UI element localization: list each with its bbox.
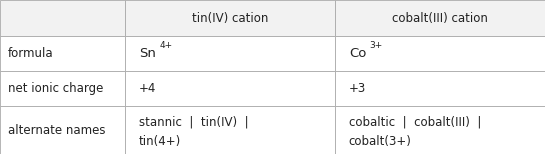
Bar bbox=[0, 36, 125, 71]
Text: 4+: 4+ bbox=[160, 41, 173, 50]
Text: +4: +4 bbox=[139, 82, 156, 95]
Text: 3+: 3+ bbox=[370, 41, 383, 50]
Text: Co: Co bbox=[349, 47, 366, 60]
Text: cobaltic  |  cobalt(III)  |
cobalt(3+): cobaltic | cobalt(III) | cobalt(3+) bbox=[349, 116, 481, 148]
Text: Sn: Sn bbox=[139, 47, 156, 60]
Bar bbox=[125, 36, 335, 71]
Bar bbox=[0, 0, 125, 36]
Bar bbox=[335, 0, 545, 36]
Bar bbox=[335, 71, 545, 106]
Bar bbox=[0, 71, 125, 106]
Text: formula: formula bbox=[8, 47, 54, 60]
Text: tin(IV) cation: tin(IV) cation bbox=[192, 12, 269, 25]
Bar bbox=[335, 36, 545, 71]
Bar bbox=[335, 106, 545, 154]
Text: net ionic charge: net ionic charge bbox=[8, 82, 104, 95]
Bar bbox=[125, 106, 335, 154]
Bar bbox=[0, 106, 125, 154]
Text: stannic  |  tin(IV)  |
tin(4+): stannic | tin(IV) | tin(4+) bbox=[139, 116, 249, 148]
Text: +3: +3 bbox=[349, 82, 366, 95]
Bar bbox=[125, 0, 335, 36]
Bar bbox=[125, 71, 335, 106]
Text: alternate names: alternate names bbox=[8, 124, 106, 137]
Text: cobalt(III) cation: cobalt(III) cation bbox=[392, 12, 488, 25]
